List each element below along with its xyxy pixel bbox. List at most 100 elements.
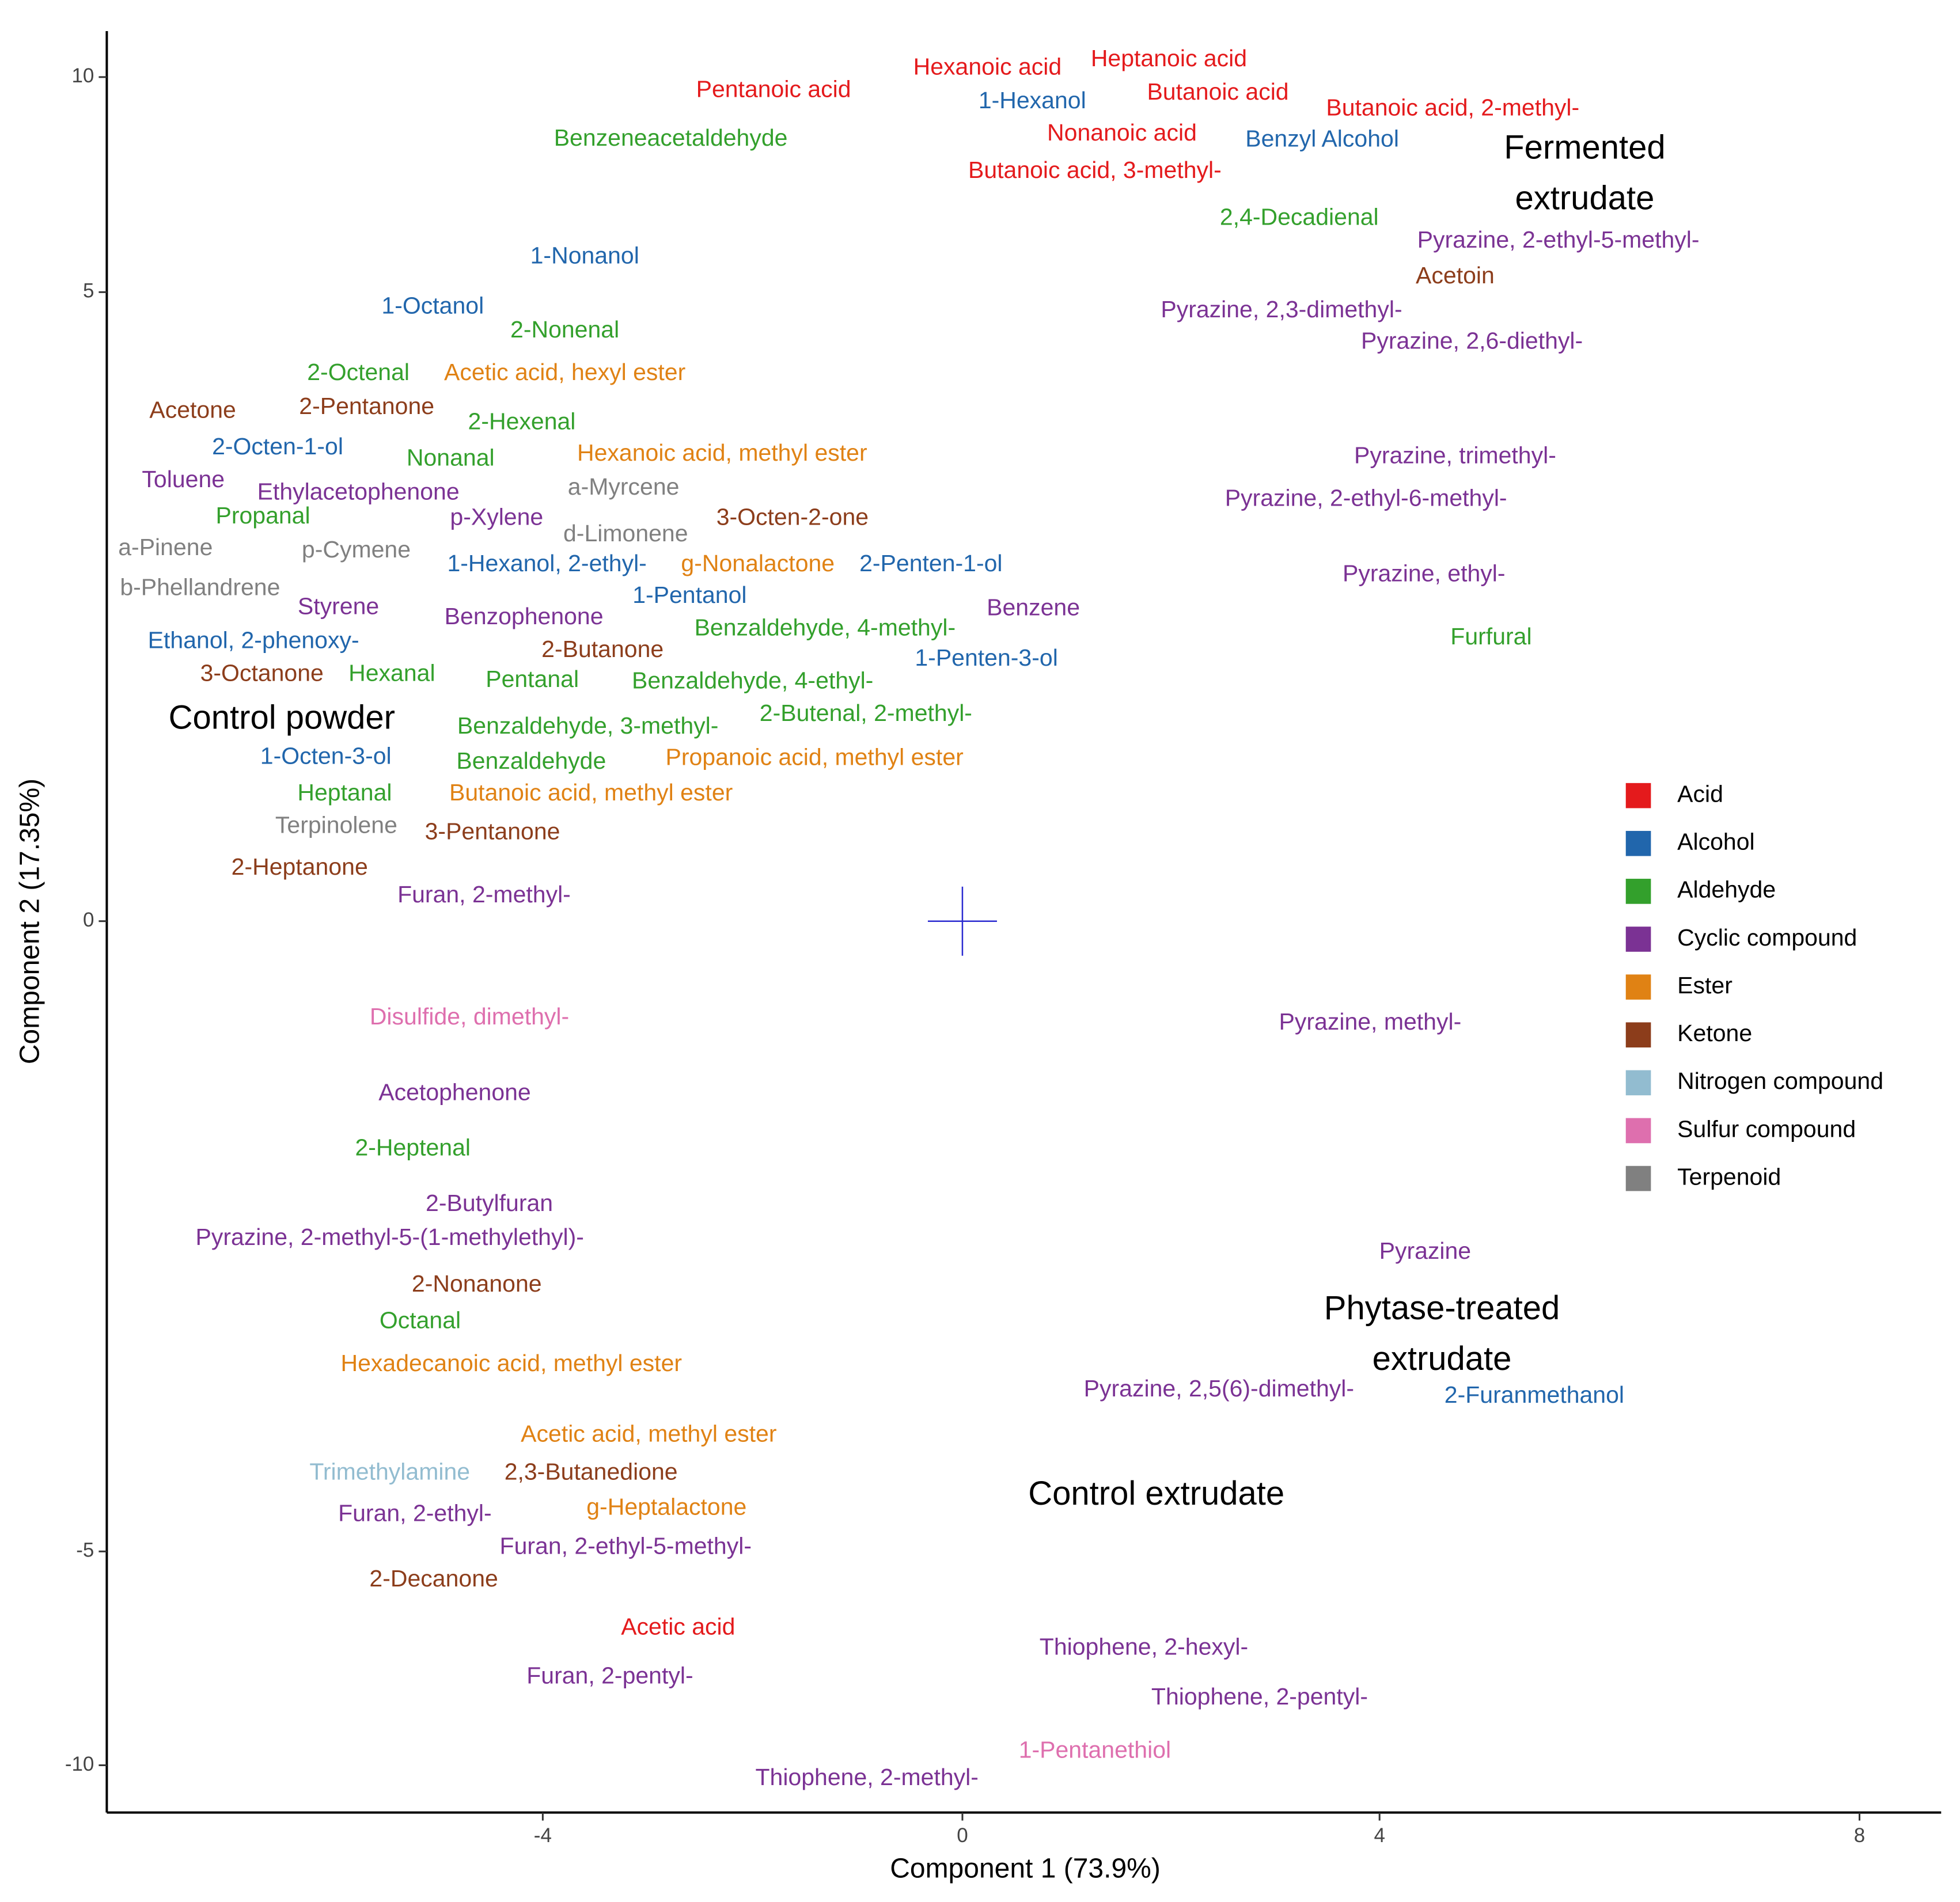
point-label: 1-Hexanol, 2-ethyl- xyxy=(447,550,646,576)
legend-key xyxy=(1625,1118,1651,1144)
point-label: Acetic acid, hexyl ester xyxy=(444,359,685,385)
point-label: Propanoic acid, methyl ester xyxy=(665,744,963,770)
point-label: Furfural xyxy=(1450,623,1531,650)
point-label: Acetophenone xyxy=(378,1079,530,1105)
point-label: a-Myrcene xyxy=(568,473,680,500)
legend-key xyxy=(1625,879,1651,904)
point-label: 1-Pentanethiol xyxy=(1019,1737,1171,1763)
point-label: Ethanol, 2-phenoxy- xyxy=(148,627,359,654)
legend-label: Cyclic compound xyxy=(1677,924,1857,951)
point-label: Pyrazine, 2,6-diethyl- xyxy=(1361,328,1583,354)
point-label: 1-Penten-3-ol xyxy=(915,644,1057,671)
point-label: Nonanal xyxy=(407,445,495,471)
point-label: Pyrazine, 2-methyl-5-(1-methylethyl)- xyxy=(196,1224,584,1250)
point-label: 3-Octanone xyxy=(200,659,324,686)
point-label: Benzyl Alcohol xyxy=(1245,125,1399,151)
point-label: 2-Pentanone xyxy=(299,393,434,419)
point-label: 3-Octen-2-one xyxy=(716,503,869,530)
point-label: Hexanoic acid, methyl ester xyxy=(577,439,867,466)
legend-label: Ester xyxy=(1677,972,1732,999)
point-label: Benzaldehyde, 3-methyl- xyxy=(457,712,719,739)
point-label: Butanoic acid xyxy=(1147,78,1288,105)
legend-key xyxy=(1625,927,1651,952)
point-label: 2-Decanone xyxy=(369,1565,498,1592)
point-label: 2-Heptenal xyxy=(355,1134,471,1161)
legend-label: Sulfur compound xyxy=(1677,1115,1856,1142)
annotation: Fermented xyxy=(1504,128,1665,166)
point-label: Pyrazine, methyl- xyxy=(1279,1008,1462,1035)
point-label: g-Heptalactone xyxy=(586,1494,746,1520)
point-label: Heptanal xyxy=(297,779,392,806)
point-label: Pyrazine, 2,5(6)-dimethyl- xyxy=(1084,1375,1354,1402)
point-label: g-Nonalactone xyxy=(681,550,835,576)
point-label: 1-Hexanol xyxy=(979,87,1086,113)
annotation: Control powder xyxy=(169,698,395,736)
point-label: 2-Hexenal xyxy=(468,408,576,434)
point-label: Styrene xyxy=(298,593,379,620)
point-label: 1-Pentanol xyxy=(632,582,746,608)
point-label: Pyrazine, trimethyl- xyxy=(1354,442,1556,468)
point-label: p-Cymene xyxy=(302,536,411,563)
point-label: d-Limonene xyxy=(563,520,688,546)
point-label: Ethylacetophenone xyxy=(257,479,460,505)
point-label: Benzene xyxy=(987,594,1080,621)
point-label: Pyrazine xyxy=(1379,1237,1472,1264)
point-label: Hexanoic acid xyxy=(913,54,1062,80)
point-label: 2-Butenal, 2-methyl- xyxy=(760,700,972,726)
point-label: Hexanal xyxy=(348,659,435,686)
legend-key xyxy=(1625,783,1651,808)
point-label: 2-Nonanone xyxy=(412,1270,542,1297)
legend-key xyxy=(1625,1070,1651,1096)
point-label: 2,4-Decadienal xyxy=(1220,203,1379,230)
y-tick-label: 0 xyxy=(83,909,94,931)
point-label: Toluene xyxy=(142,466,225,492)
point-label: 2,3-Butanedione xyxy=(505,1458,678,1485)
y-tick-label: -5 xyxy=(76,1539,94,1561)
point-label: Furan, 2-ethyl- xyxy=(338,1500,492,1527)
y-axis-title: Component 2 (17.35%) xyxy=(15,779,46,1064)
legend-label: Nitrogen compound xyxy=(1677,1068,1883,1094)
point-label: p-Xylene xyxy=(450,503,543,530)
point-label: Benzeneacetaldehyde xyxy=(554,124,788,151)
y-tick-label: 5 xyxy=(83,280,94,302)
point-label: 2-Octen-1-ol xyxy=(212,433,343,460)
annotation: extrudate xyxy=(1373,1340,1512,1377)
x-tick-label: 4 xyxy=(1374,1824,1385,1847)
legend-label: Ketone xyxy=(1677,1020,1752,1046)
point-label: Acetone xyxy=(149,397,236,423)
point-label: 2-Octenal xyxy=(307,359,410,385)
y-tick-label: 10 xyxy=(71,64,94,87)
legend-label: Acid xyxy=(1677,780,1723,807)
point-label: Acetic acid, methyl ester xyxy=(521,1421,776,1447)
point-label: Pyrazine, 2,3-dimethyl- xyxy=(1161,296,1402,322)
point-label: Heptanoic acid xyxy=(1091,45,1247,71)
point-label: Thiophene, 2-methyl- xyxy=(755,1764,978,1790)
point-label: 3-Pentanone xyxy=(425,818,560,845)
point-label: 2-Butanone xyxy=(541,636,664,662)
point-label: 2-Penten-1-ol xyxy=(859,550,1002,576)
point-label: Furan, 2-pentyl- xyxy=(526,1662,693,1688)
point-label: Pyrazine, ethyl- xyxy=(1343,560,1506,587)
point-label: Butanoic acid, 2-methyl- xyxy=(1326,94,1579,121)
point-label: Furan, 2-methyl- xyxy=(397,881,571,908)
point-label: Hexadecanoic acid, methyl ester xyxy=(341,1350,683,1376)
point-label: Acetoin xyxy=(1416,262,1495,288)
point-label: Benzaldehyde, 4-methyl- xyxy=(695,614,956,641)
point-label: Trimethylamine xyxy=(309,1458,470,1485)
legend-label: Alcohol xyxy=(1677,829,1754,855)
x-tick-label: -4 xyxy=(534,1824,552,1847)
point-label: Pyrazine, 2-ethyl-5-methyl- xyxy=(1417,226,1700,253)
point-label: Benzophenone xyxy=(445,603,604,629)
legend-key xyxy=(1625,1166,1651,1191)
point-label: 2-Butylfuran xyxy=(426,1190,553,1216)
point-label: Terpinolene xyxy=(275,812,397,838)
point-label: 2-Furanmethanol xyxy=(1445,1381,1624,1408)
point-label: Pyrazine, 2-ethyl-6-methyl- xyxy=(1225,485,1507,511)
point-label: Acetic acid xyxy=(621,1614,735,1640)
x-axis-title: Component 1 (73.9%) xyxy=(890,1854,1161,1884)
legend-label: Terpenoid xyxy=(1677,1163,1781,1190)
x-tick-label: 8 xyxy=(1854,1824,1865,1847)
legend-key xyxy=(1625,830,1651,856)
